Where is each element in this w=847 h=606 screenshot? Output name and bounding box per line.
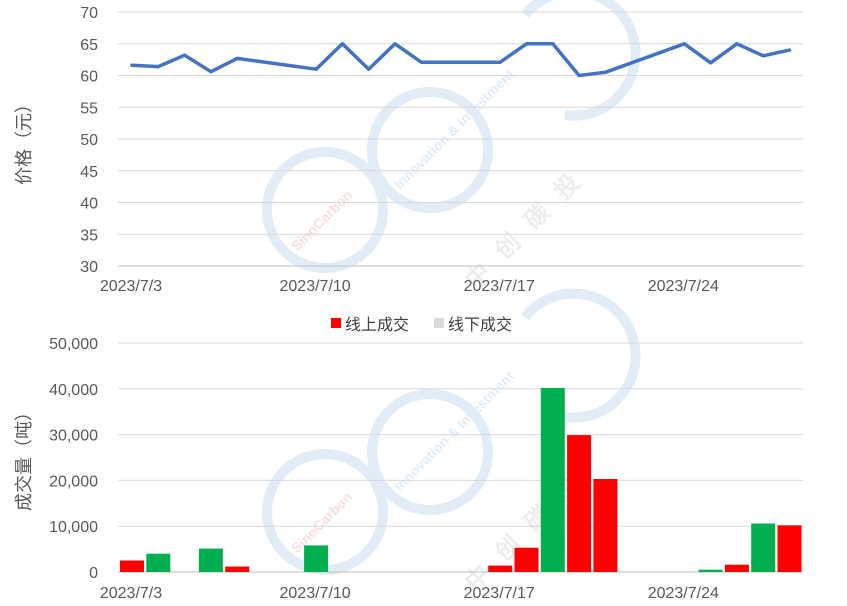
volume-bar [120, 560, 144, 572]
volume-bar [225, 566, 250, 572]
price-y-tick: 30 [80, 259, 98, 276]
price-series [130, 42, 792, 78]
volume-y-tick-labels: 0 10,000 20,000 30,000 40,000 50,000 [49, 336, 98, 582]
volume-bar [724, 564, 749, 572]
price-y-tick: 60 [80, 69, 98, 86]
watermark-ring [367, 389, 493, 515]
volume-bar [540, 387, 565, 572]
volume-x-tick: 2023/7/10 [280, 585, 351, 602]
volume-bar [751, 523, 776, 572]
volume-y-tick: 30,000 [49, 428, 98, 445]
legend-swatch-offline [434, 318, 444, 328]
price-x-tick: 2023/7/10 [280, 278, 351, 295]
watermark-arc [521, 288, 641, 423]
watermark-ring [367, 87, 493, 213]
watermark-tagline: Innovation & Investment [391, 66, 518, 193]
volume-y-tick: 10,000 [49, 519, 98, 536]
volume-bar [698, 569, 723, 572]
price-y-tick: 35 [80, 227, 98, 244]
volume-y-tick: 40,000 [49, 382, 98, 399]
volume-x-tick: 2023/7/3 [100, 585, 162, 602]
volume-gridlines [118, 342, 803, 573]
price-y-axis-title: 价格（元） [14, 95, 35, 185]
legend-label-offline: 线下成交 [448, 315, 512, 334]
price-y-tick: 45 [80, 164, 98, 181]
volume-bar [514, 547, 539, 572]
volume-y-tick: 50,000 [49, 336, 98, 353]
watermark-brand: SinoCarbon [288, 187, 355, 254]
volume-x-tick: 2023/7/24 [648, 585, 719, 602]
price-x-tick: 2023/7/17 [464, 278, 535, 295]
volume-bar [304, 545, 329, 572]
volume-bar [146, 553, 171, 572]
volume-x-tick: 2023/7/17 [464, 585, 535, 602]
volume-bar [198, 548, 223, 572]
watermark-arc [521, 0, 641, 121]
price-line [130, 42, 792, 78]
legend-swatch-online [331, 318, 341, 328]
price-y-tick: 65 [80, 37, 98, 54]
legend-label-online: 线上成交 [345, 315, 409, 334]
volume-bar-chart: 线上成交 线下成交 0 10,000 20,000 30,000 40,000 50,00… [14, 315, 803, 602]
price-y-tick-labels: 30 35 40 45 50 55 60 65 70 [80, 5, 98, 276]
price-x-tick: 2023/7/24 [648, 278, 719, 295]
volume-bars [120, 387, 802, 572]
volume-bar [593, 479, 618, 572]
volume-y-axis-title: 成交量（吨） [14, 403, 35, 511]
volume-bar [777, 525, 802, 572]
volume-bar [567, 435, 592, 572]
volume-legend: 线上成交 线下成交 [331, 315, 512, 334]
price-gridlines [118, 11, 803, 267]
volume-y-tick: 20,000 [49, 473, 98, 490]
volume-bar [488, 565, 513, 572]
price-y-tick: 40 [80, 196, 98, 213]
watermark-ring [262, 147, 388, 273]
watermark-tagline: Innovation & Investment [391, 368, 518, 495]
volume-y-tick: 0 [89, 565, 98, 582]
volume-x-tick-labels: 2023/7/3 2023/7/10 2023/7/17 2023/7/24 [100, 585, 719, 602]
price-x-tick: 2023/7/3 [100, 278, 162, 295]
price-y-tick: 50 [80, 132, 98, 149]
price-y-tick: 70 [80, 5, 98, 22]
price-y-tick: 55 [80, 100, 98, 117]
price-x-tick-labels: 2023/7/3 2023/7/10 2023/7/17 2023/7/24 [100, 278, 719, 295]
